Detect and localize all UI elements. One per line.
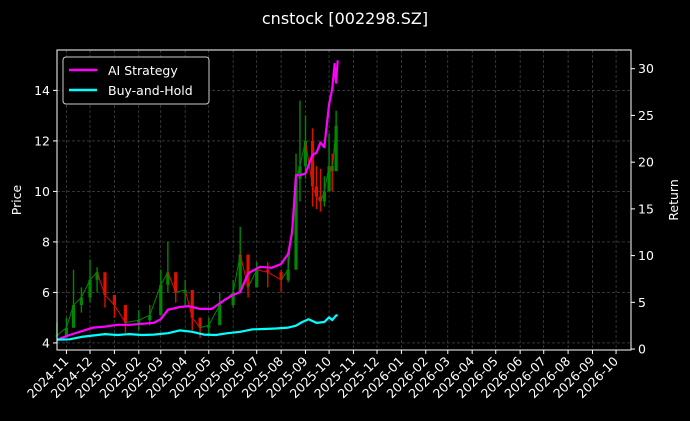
candle-body	[255, 269, 259, 288]
candle-body	[190, 289, 194, 318]
y-tick-label-left: 6	[42, 285, 50, 300]
candle-body	[327, 166, 331, 192]
candle-body	[64, 327, 69, 336]
price-segment	[160, 271, 169, 286]
price-segment	[138, 314, 150, 321]
price-segment	[125, 319, 139, 324]
y-tick-label-left: 10	[34, 184, 50, 199]
price-segment	[256, 269, 268, 273]
price-segment	[65, 304, 74, 328]
price-segment	[191, 317, 201, 329]
candle-body	[298, 166, 302, 179]
candle-body	[148, 315, 152, 321]
price-segment	[89, 271, 98, 281]
candle-body	[231, 292, 235, 306]
y-tick-label-right: 25	[638, 108, 654, 123]
price-segment	[331, 125, 337, 172]
candle-body	[266, 269, 270, 273]
y-tick-label-right: 0	[638, 342, 646, 357]
y-tick-label-right: 30	[638, 61, 654, 76]
series-line-buy-and-hold	[56, 314, 338, 341]
candle-body	[95, 272, 99, 280]
y-tick-label-right: 20	[638, 155, 654, 170]
candle-body	[238, 254, 242, 293]
candle-body	[137, 320, 141, 323]
candle-body	[79, 297, 83, 306]
candle-body	[218, 305, 222, 326]
chart-title: cnstock [002298.SZ]	[262, 9, 428, 28]
candle-body	[159, 284, 163, 316]
price-segment	[239, 254, 249, 288]
candles	[55, 100, 338, 343]
candle-body	[207, 325, 211, 328]
price-segment	[316, 196, 321, 202]
x-ticks: 2024-112024-122025-012025-022025-032025-…	[24, 350, 621, 401]
legend: AI Strategy Buy-and-Hold	[62, 56, 210, 105]
candle-body	[123, 305, 128, 323]
candle-body	[322, 191, 326, 202]
price-segment	[104, 294, 115, 306]
y-tick-label-right: 15	[638, 201, 654, 216]
y-tick-label-right: 5	[638, 295, 646, 310]
candle-body	[166, 272, 170, 285]
price-segment	[167, 272, 177, 293]
price-segment	[323, 166, 330, 192]
candle-body	[88, 279, 92, 298]
price-segment	[280, 269, 289, 281]
price-segment	[319, 191, 325, 202]
y-axis-label-left: Price	[9, 184, 24, 215]
candle-body	[314, 186, 319, 197]
candle-body	[198, 317, 202, 328]
y-ticks-right: 0 5 10 15 20 25 30	[631, 61, 654, 357]
price-segment	[113, 304, 126, 323]
candle-body	[279, 272, 283, 280]
candle-body	[103, 272, 107, 295]
price-segment	[149, 284, 162, 316]
series-lines	[56, 60, 339, 341]
y-tick-label-left: 8	[42, 234, 50, 249]
y-tick-label-left: 12	[34, 133, 50, 148]
price-segment	[96, 272, 106, 296]
y-axis-label-right: Return	[666, 179, 681, 220]
candle-body	[334, 125, 338, 172]
candle-body	[318, 196, 323, 202]
price-segment	[175, 289, 186, 293]
price-segment	[247, 269, 258, 288]
candle-body	[286, 269, 290, 280]
candle-body	[310, 140, 315, 187]
price-segment	[80, 279, 91, 298]
price-segment	[199, 324, 209, 329]
plot-frame	[56, 49, 632, 351]
legend-label-ai-strategy: AI Strategy	[108, 63, 178, 78]
candle-body	[174, 272, 178, 293]
y-tick-label-left: 4	[42, 335, 50, 350]
y-tick-label-right: 10	[638, 248, 654, 263]
price-segment	[312, 186, 317, 197]
series-line-ai-strategy	[56, 60, 339, 341]
price-segment	[73, 297, 82, 306]
price-segment	[56, 327, 67, 336]
legend-label-buy-and-hold: Buy-and-Hold	[108, 83, 193, 98]
candle-body	[294, 178, 298, 270]
price-segment	[232, 254, 241, 293]
price-segment	[328, 165, 333, 172]
price-segment	[208, 304, 221, 326]
price-segment	[267, 271, 282, 281]
candle-body	[112, 294, 116, 306]
candle-body	[303, 140, 308, 167]
candle-body	[246, 254, 250, 288]
candle-body	[71, 305, 76, 328]
y-tick-label-left: 14	[34, 83, 50, 98]
legend-box	[62, 56, 210, 105]
price-segment	[184, 289, 193, 318]
price-segment	[299, 140, 306, 167]
y-ticks-left: 4 6 8 10 12 14	[34, 83, 57, 350]
